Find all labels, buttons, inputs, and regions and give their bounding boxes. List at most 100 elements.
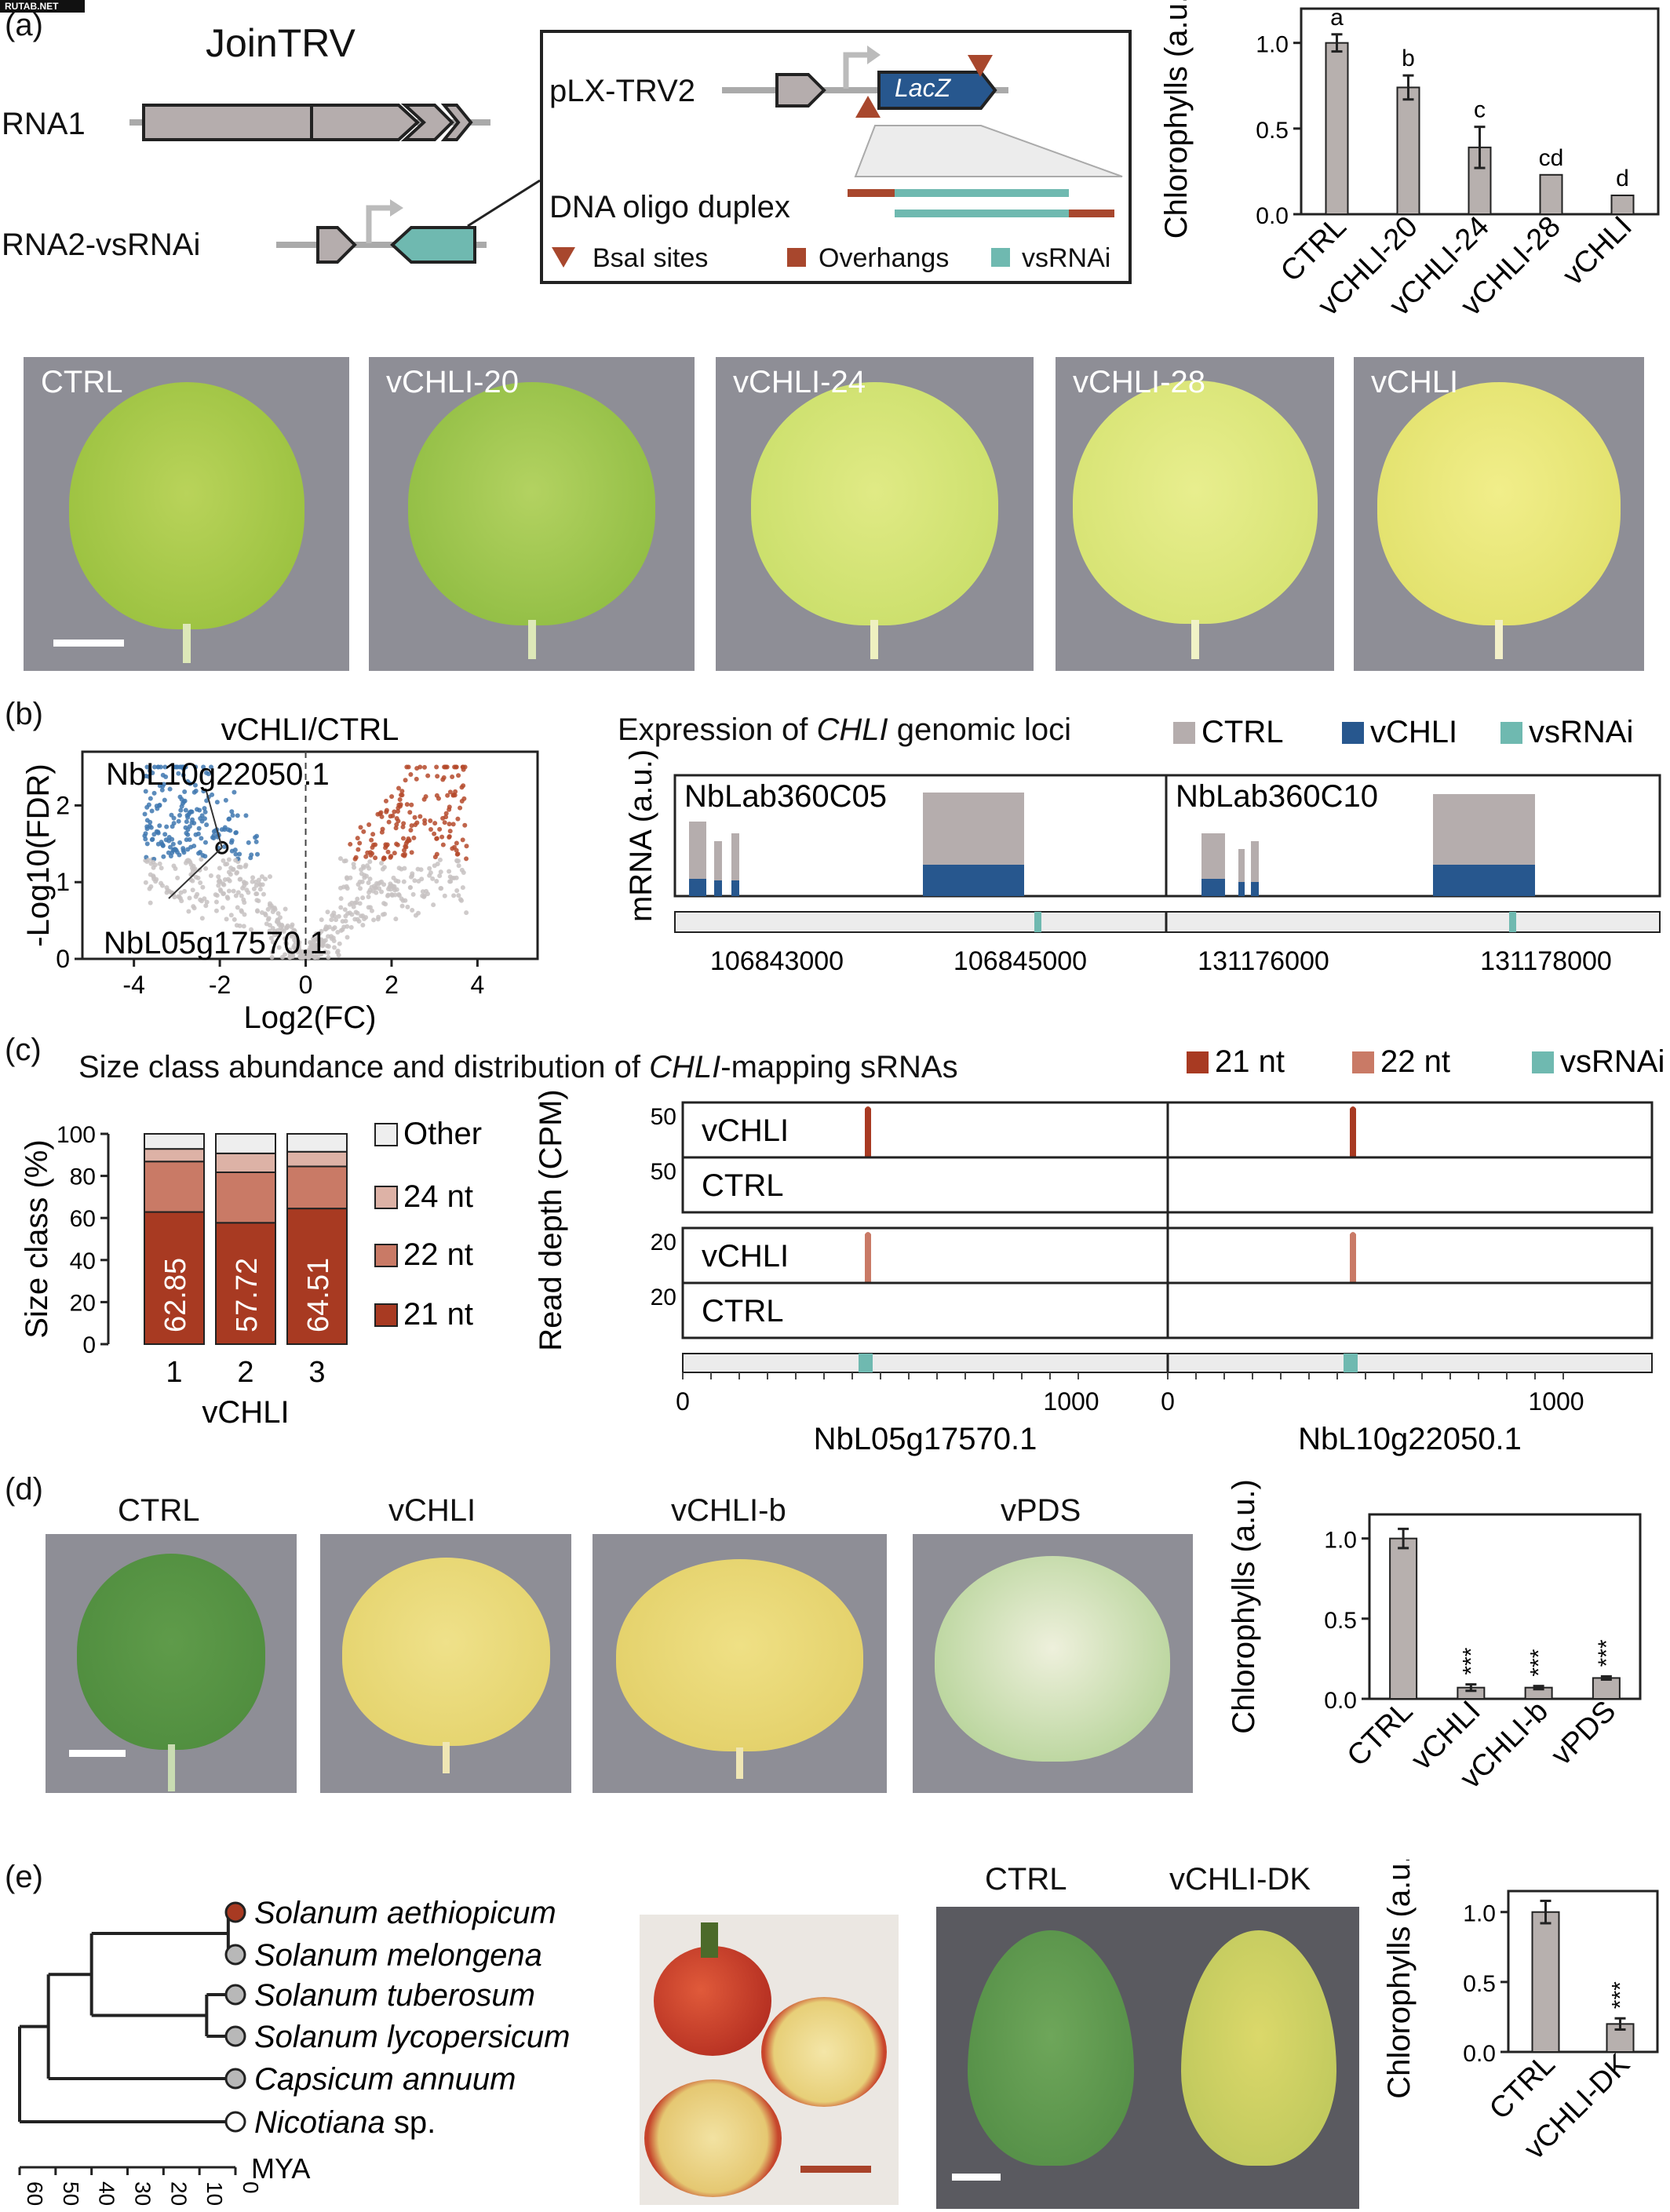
- volcano-point: [263, 913, 268, 918]
- volcano-point: [360, 895, 366, 901]
- bar: [1531, 1911, 1560, 2053]
- read-peak: [1350, 1232, 1356, 1283]
- fruit-whole: [654, 1946, 771, 2056]
- volcano-point: [162, 832, 168, 837]
- volcano-point: [189, 809, 195, 814]
- volcano-point: [369, 837, 374, 843]
- legend-label: 22 nt: [1380, 1044, 1450, 1079]
- sample-label: 2: [237, 1356, 253, 1389]
- coverage-vchli: [731, 880, 739, 896]
- volcano-point: [177, 812, 182, 818]
- stack-segment: [215, 1152, 276, 1173]
- volcano-point: [185, 847, 191, 852]
- volcano-point: [458, 805, 463, 811]
- volcano-point: [246, 890, 251, 895]
- volcano-point: [423, 794, 428, 800]
- volcano-point: [443, 814, 449, 820]
- species-label: Nicotiana sp.: [254, 2105, 436, 2140]
- volcano-point: [157, 823, 162, 829]
- volcano-point: [399, 789, 405, 794]
- coverage-ctrl: [714, 841, 722, 896]
- volcano-point: [437, 857, 443, 862]
- volcano-point: [396, 785, 401, 791]
- coordinate-label: 106845000: [954, 946, 1087, 976]
- volcano-point: [246, 840, 251, 845]
- volcano-point: [170, 841, 176, 847]
- legend-swatch: [1187, 1051, 1209, 1073]
- y-axis-label: Read depth (CPM): [534, 1089, 568, 1350]
- volcano-point: [159, 865, 164, 871]
- volcano-point: [221, 882, 227, 887]
- volcano-point: [402, 865, 407, 871]
- volcano-point: [150, 770, 155, 775]
- volcano-point: [254, 851, 260, 857]
- legend-swatch: [1173, 722, 1195, 744]
- volcano-point: [454, 888, 460, 894]
- volcano-point: [177, 852, 182, 858]
- leaf: [935, 1556, 1170, 1762]
- panel-letter-a: (a): [5, 8, 43, 42]
- volcano-point: [357, 840, 363, 846]
- leaf-photo-ctrl: CTRL: [24, 357, 349, 671]
- volcano-point: [412, 878, 418, 884]
- volcano-point: [204, 822, 210, 828]
- volcano-point: [161, 782, 166, 787]
- volcano-point: [407, 810, 413, 815]
- volcano-point: [283, 906, 288, 912]
- volcano-point: [281, 929, 286, 935]
- volcano-point: [175, 875, 180, 880]
- volcano-point: [442, 893, 447, 898]
- volcano-point: [177, 840, 183, 845]
- leaf-photo-vchli-20: vCHLI-20: [369, 357, 695, 671]
- coverage-vchli: [1433, 865, 1535, 896]
- volcano-point: [196, 825, 202, 831]
- volcano-point: [416, 878, 421, 884]
- volcano-point: [447, 804, 452, 810]
- volcano-point: [452, 764, 458, 770]
- highlight-point: [215, 840, 229, 855]
- volcano-point: [357, 901, 363, 906]
- vsrnai-target: [859, 1354, 873, 1372]
- panel-letter-d: (d): [5, 1472, 43, 1507]
- volcano-point: [394, 816, 399, 822]
- volcano-point: [260, 882, 265, 887]
- species-marker: [224, 2025, 246, 2047]
- volcano-point: [283, 952, 288, 957]
- volcano-point: [263, 876, 268, 882]
- volcano-point: [355, 896, 360, 902]
- volcano-point: [179, 796, 184, 802]
- volcano-point: [192, 866, 198, 872]
- volcano-point: [371, 917, 377, 923]
- volcano-point: [428, 818, 433, 823]
- time-tick-label: 40: [95, 2181, 119, 2206]
- volcano-point: [388, 881, 393, 887]
- y-tick-label: 0.0: [1324, 1688, 1357, 1714]
- volcano-point: [454, 875, 459, 880]
- volcano-point: [401, 879, 407, 884]
- y-tick-label: 0: [82, 1332, 96, 1358]
- volcano-point: [461, 796, 467, 801]
- volcano-point: [202, 809, 208, 814]
- volcano-point: [348, 924, 354, 930]
- volcano-point: [148, 825, 154, 830]
- volcano-point: [203, 865, 209, 871]
- volcano-point: [335, 948, 341, 953]
- legend-bsai: BsaI sites: [593, 243, 709, 273]
- volcano-point: [226, 888, 232, 894]
- volcano-point: [326, 924, 332, 930]
- locus-label: NbLab360C10: [1176, 779, 1378, 814]
- volcano-point: [148, 819, 153, 825]
- volcano-point: [253, 883, 259, 888]
- volcano-point: [228, 865, 234, 871]
- volcano-point: [408, 828, 414, 833]
- volcano-point: [399, 903, 405, 909]
- volcano-point: [442, 820, 447, 825]
- y-tick-label: 0.5: [1324, 1608, 1357, 1634]
- volcano-title: vCHLI/CTRL: [221, 712, 399, 747]
- volcano-point: [326, 944, 331, 949]
- bar: [1610, 194, 1635, 216]
- volcano-point: [461, 783, 466, 789]
- legend-label: vsRNAi: [1560, 1044, 1665, 1079]
- volcano-point: [447, 789, 453, 795]
